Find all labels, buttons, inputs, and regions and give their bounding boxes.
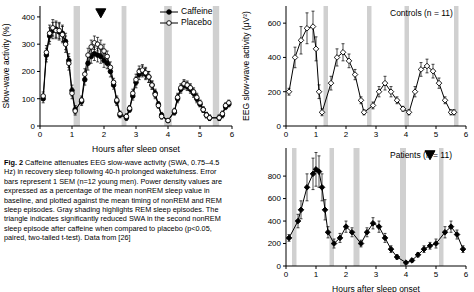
svg-text:4: 4 — [404, 130, 409, 139]
svg-text:0: 0 — [31, 122, 36, 131]
svg-text:Hours after sleep onset: Hours after sleep onset — [92, 144, 181, 152]
svg-text:100: 100 — [22, 95, 36, 104]
svg-text:200: 200 — [22, 67, 36, 76]
svg-text:600: 600 — [268, 194, 282, 203]
svg-text:Hours after sleep onset: Hours after sleep onset — [332, 284, 421, 292]
svg-text:Slow-wave activity (%): Slow-wave activity (%) — [8, 23, 11, 108]
svg-text:0: 0 — [38, 130, 43, 139]
html-text:Caffeine: Caffeine — [181, 6, 213, 16]
svg-text:1: 1 — [70, 130, 75, 139]
svg-text:4: 4 — [166, 130, 171, 139]
svg-text:400: 400 — [22, 13, 36, 22]
html-text:Controls (n = 11): Controls (n = 11) — [390, 8, 453, 18]
svg-text:0: 0 — [284, 270, 289, 279]
html-text:Fig. 2 Caffeine attenuates EEG: Fig. 2 Caffeine attenuates EEG slow-wave… — [4, 158, 222, 243]
svg-text:2: 2 — [102, 130, 107, 139]
svg-text:600: 600 — [268, 19, 282, 28]
svg-text:1: 1 — [314, 130, 319, 139]
svg-text:2: 2 — [344, 270, 349, 279]
svg-text:200: 200 — [268, 88, 282, 97]
svg-text:0: 0 — [277, 262, 282, 271]
svg-text:200: 200 — [268, 239, 282, 248]
svg-text:6: 6 — [464, 130, 466, 139]
svg-text:3: 3 — [374, 270, 379, 279]
svg-text:5: 5 — [434, 270, 439, 279]
svg-text:6: 6 — [464, 270, 466, 279]
svg-text:0: 0 — [284, 130, 289, 139]
html-text:Patients (n = 11): Patients (n = 11) — [390, 150, 452, 160]
svg-text:EEG slow-wave activity (μV²): EEG slow-wave activity (μV²) — [241, 11, 251, 121]
svg-text:6: 6 — [230, 130, 235, 139]
svg-text:5: 5 — [198, 130, 203, 139]
svg-text:1: 1 — [314, 270, 319, 279]
svg-text:800: 800 — [268, 172, 282, 181]
svg-text:5: 5 — [434, 130, 439, 139]
svg-text:400: 400 — [268, 53, 282, 62]
svg-text:3: 3 — [134, 130, 139, 139]
svg-text:4: 4 — [404, 270, 409, 279]
svg-text:400: 400 — [268, 217, 282, 226]
svg-text:300: 300 — [22, 40, 36, 49]
svg-text:3: 3 — [374, 130, 379, 139]
html-text:Placebo: Placebo — [181, 17, 212, 27]
svg-text:0: 0 — [277, 122, 282, 131]
svg-text:2: 2 — [344, 130, 349, 139]
